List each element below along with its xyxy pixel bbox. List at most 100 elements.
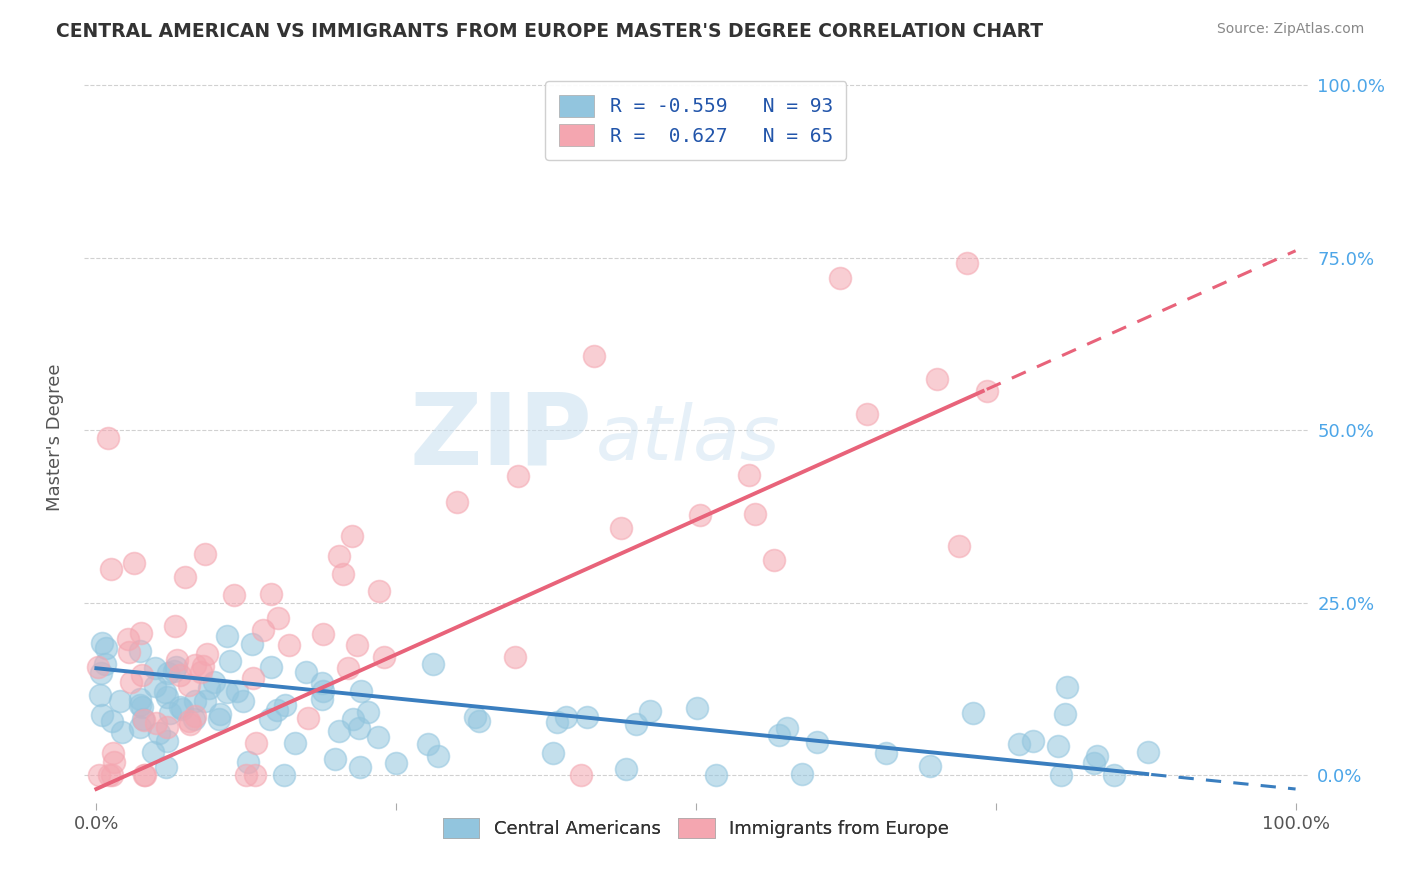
Point: [610, 521, 633, 535]
Point: [856, 408, 879, 422]
Point: [120, 675, 142, 690]
Point: [194, 547, 217, 561]
Point: [1008, 737, 1031, 751]
Point: [962, 706, 984, 721]
Point: [614, 762, 637, 776]
Point: [145, 679, 167, 693]
Point: [546, 714, 568, 729]
Point: [169, 668, 191, 682]
Point: [346, 638, 368, 652]
Point: [260, 586, 283, 600]
Point: [806, 735, 828, 749]
Point: [744, 507, 766, 521]
Point: [215, 684, 238, 698]
Point: [332, 567, 354, 582]
Point: [875, 746, 897, 760]
Point: [97, 431, 120, 445]
Point: [103, 756, 125, 770]
Point: [131, 625, 153, 640]
Point: [236, 756, 259, 770]
Point: [1102, 768, 1125, 782]
Point: [1022, 734, 1045, 748]
Point: [232, 694, 254, 708]
Legend: Central Americans, Immigrants from Europe: Central Americans, Immigrants from Europ…: [436, 811, 956, 845]
Point: [226, 683, 249, 698]
Point: [184, 694, 207, 708]
Point: [162, 664, 184, 678]
Point: [129, 720, 152, 734]
Point: [278, 638, 301, 652]
Point: [129, 692, 152, 706]
Point: [117, 632, 139, 646]
Point: [384, 756, 406, 770]
Point: [357, 705, 380, 719]
Point: [686, 700, 709, 714]
Point: [159, 706, 181, 721]
Point: [108, 693, 131, 707]
Point: [169, 699, 191, 714]
Point: [312, 684, 335, 698]
Point: [768, 728, 790, 742]
Point: [624, 717, 647, 731]
Point: [90, 665, 112, 680]
Point: [132, 768, 155, 782]
Point: [273, 768, 295, 782]
Point: [190, 665, 212, 679]
Point: [920, 759, 942, 773]
Point: [245, 736, 267, 750]
Point: [948, 539, 970, 553]
Point: [128, 698, 150, 712]
Point: [173, 570, 195, 584]
Point: [184, 709, 207, 723]
Point: [349, 760, 371, 774]
Point: [98, 768, 121, 782]
Point: [122, 556, 145, 570]
Point: [583, 349, 606, 363]
Point: [1056, 680, 1078, 694]
Point: [90, 636, 112, 650]
Point: [134, 768, 156, 782]
Point: [217, 629, 239, 643]
Point: [252, 623, 274, 637]
Point: [129, 644, 152, 658]
Point: [89, 688, 111, 702]
Point: [1083, 756, 1105, 771]
Point: [245, 768, 267, 782]
Point: [197, 648, 219, 662]
Point: [267, 610, 290, 624]
Point: [266, 703, 288, 717]
Point: [274, 698, 297, 713]
Point: [350, 683, 373, 698]
Point: [1049, 768, 1071, 782]
Point: [183, 712, 205, 726]
Point: [87, 660, 110, 674]
Point: [156, 720, 179, 734]
Point: [468, 714, 491, 728]
Point: [1054, 706, 1077, 721]
Point: [101, 746, 124, 760]
Point: [763, 553, 786, 567]
Point: [976, 384, 998, 399]
Text: ZIP: ZIP: [409, 389, 592, 485]
Point: [242, 671, 264, 685]
Point: [828, 271, 851, 285]
Y-axis label: Master's Degree: Master's Degree: [45, 363, 63, 511]
Point: [240, 637, 263, 651]
Point: [132, 712, 155, 726]
Point: [100, 562, 122, 576]
Point: [222, 588, 245, 602]
Point: [506, 469, 529, 483]
Point: [179, 716, 201, 731]
Point: [294, 665, 316, 679]
Point: [790, 766, 813, 780]
Point: [925, 371, 948, 385]
Point: [101, 768, 124, 782]
Point: [177, 677, 200, 691]
Point: [165, 660, 187, 674]
Point: [464, 710, 486, 724]
Point: [312, 627, 335, 641]
Point: [208, 712, 231, 726]
Point: [131, 699, 153, 714]
Text: atlas: atlas: [596, 402, 780, 476]
Point: [166, 652, 188, 666]
